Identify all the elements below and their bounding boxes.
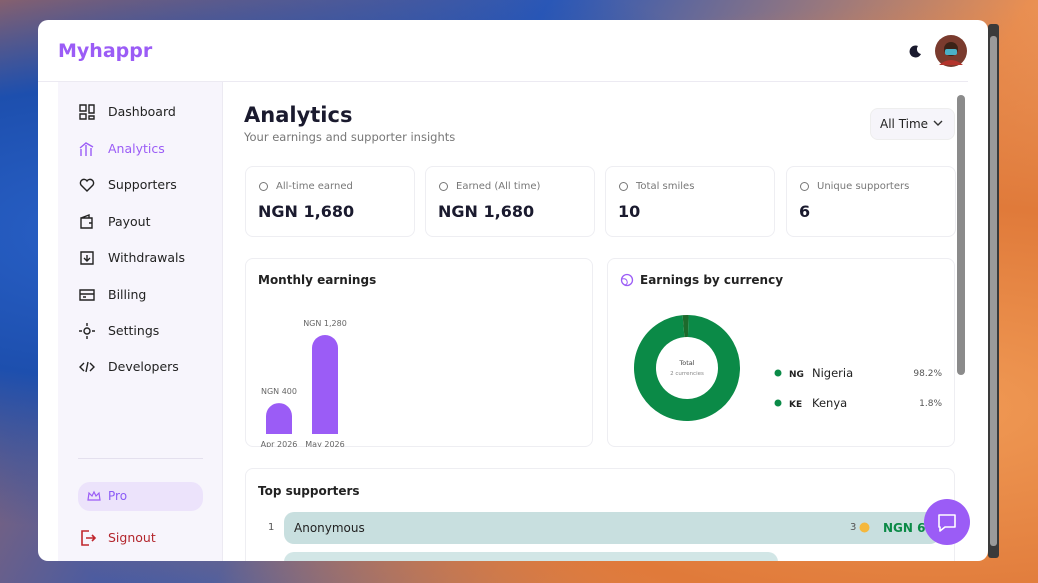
- supporter-row[interactable]: [284, 512, 940, 544]
- nav-item[interactable]: Billing: [108, 287, 147, 302]
- nav-icon: [79, 289, 95, 301]
- crown-icon: [87, 490, 101, 501]
- stat-label: Unique supporters: [817, 181, 910, 192]
- stat-label: Earned (All time): [456, 181, 541, 192]
- legend-name: Kenya: [812, 396, 847, 410]
- page-title: Analytics: [244, 103, 353, 127]
- x-tick-label: Apr 2026: [261, 440, 298, 447]
- brand[interactable]: Myhappr: [58, 40, 153, 62]
- donut-chart: NG Nigeria 98.2% KE Kenya 1.8% Total 2 currenci…: [634, 315, 942, 421]
- nav-item[interactable]: Developers: [108, 359, 179, 374]
- legend-code: KE: [789, 400, 802, 410]
- monthly-title: Monthly earnings: [258, 273, 377, 287]
- range-select[interactable]: [870, 108, 955, 140]
- nav-icon: [79, 323, 95, 339]
- range-label: All Time: [880, 117, 929, 131]
- stat-card: [786, 166, 956, 237]
- icon-path: [79, 142, 94, 156]
- nav-icon: [79, 142, 94, 156]
- plan-pill[interactable]: [78, 482, 203, 511]
- supporter-row[interactable]: [284, 552, 778, 561]
- legend-dot: [774, 399, 782, 407]
- icon-shape: [439, 182, 448, 191]
- supporter-smiles: 3: [850, 522, 857, 533]
- bar-value-label: NGN 1,280: [303, 319, 347, 328]
- supporter-amount: NGN 60: [883, 521, 934, 535]
- rank: 1: [268, 522, 275, 533]
- page-subtitle: Your earnings and supporter insights: [244, 130, 456, 144]
- theme-toggle[interactable]: [908, 44, 922, 58]
- signout-icon: [81, 530, 97, 546]
- monthly-card: [245, 258, 593, 447]
- icon-shape: [259, 182, 268, 191]
- nav-item[interactable]: Dashboard: [108, 104, 176, 119]
- sidebar-divider: [78, 458, 203, 459]
- supporters-title: Top supporters: [258, 484, 360, 498]
- stat-value: 10: [618, 202, 641, 221]
- icon-path: [79, 361, 95, 373]
- plan-label: Pro: [108, 489, 128, 503]
- smile-icon: [859, 522, 870, 533]
- legend-name: Nigeria: [812, 366, 853, 380]
- nav-icon: [79, 104, 95, 120]
- globe-icon: [620, 273, 634, 287]
- stat-icon: [259, 182, 268, 191]
- avatar[interactable]: [935, 35, 967, 67]
- nav-icon: [80, 251, 94, 265]
- icon-path: [79, 323, 95, 339]
- nav-item[interactable]: Analytics: [108, 141, 165, 156]
- bar-value-label: NGN 400: [261, 387, 297, 396]
- supporter-name: Anonymous: [294, 521, 365, 535]
- stat-label: All-time earned: [276, 181, 353, 192]
- donut-center-title: Total: [678, 359, 694, 367]
- legend-value: 98.2%: [913, 369, 942, 379]
- legend-value: 1.8%: [919, 399, 942, 409]
- nav-item[interactable]: Supporters: [108, 177, 177, 192]
- icon-path: [79, 289, 95, 301]
- stat-value: NGN 1,680: [258, 202, 355, 221]
- header-divider: [38, 81, 968, 82]
- icon-shape: [619, 182, 628, 191]
- scroll-thumb[interactable]: [990, 36, 997, 546]
- icon-path: [79, 178, 95, 192]
- donut-segment: [634, 315, 740, 421]
- nav-icon: [79, 178, 95, 192]
- stat-label: Total smiles: [636, 181, 695, 192]
- icon-path: [79, 104, 95, 120]
- nav-icon: [79, 361, 95, 373]
- inner-scrollbar[interactable]: [957, 95, 965, 375]
- icon-shape: [800, 182, 809, 191]
- icon-path: [80, 213, 93, 229]
- bar: [312, 335, 338, 434]
- stat-card: [425, 166, 595, 237]
- currency-title: Earnings by currency: [640, 273, 784, 287]
- stat-value: 6: [799, 202, 811, 221]
- donut-center-subtitle: 2 currencies: [670, 371, 704, 377]
- stat-card: [245, 166, 415, 237]
- stat-card: [605, 166, 775, 237]
- app-window: Myhappr Pro Signout Analytics Your earni…: [38, 20, 988, 561]
- stat-icon: [800, 182, 809, 191]
- nav-item[interactable]: Withdrawals: [108, 250, 185, 265]
- chat-button[interactable]: [923, 498, 971, 546]
- nav-icon: [80, 213, 93, 229]
- nav-item[interactable]: Settings: [108, 323, 160, 338]
- bar: [266, 403, 292, 434]
- legend-dot: [774, 369, 782, 377]
- x-tick-label: May 2026: [305, 440, 344, 447]
- signout[interactable]: Signout: [108, 530, 156, 545]
- bar-chart: NGN 400 Apr 2026 NGN 1,280 May 2026: [261, 319, 347, 447]
- legend-code: NG: [789, 370, 804, 380]
- stat-icon: [619, 182, 628, 191]
- sidebar: [58, 82, 223, 561]
- stat-icon: [439, 182, 448, 191]
- icon-path: [80, 251, 94, 265]
- chevron: [933, 120, 943, 126]
- nav-item[interactable]: Payout: [108, 214, 151, 229]
- stat-value: NGN 1,680: [438, 202, 535, 221]
